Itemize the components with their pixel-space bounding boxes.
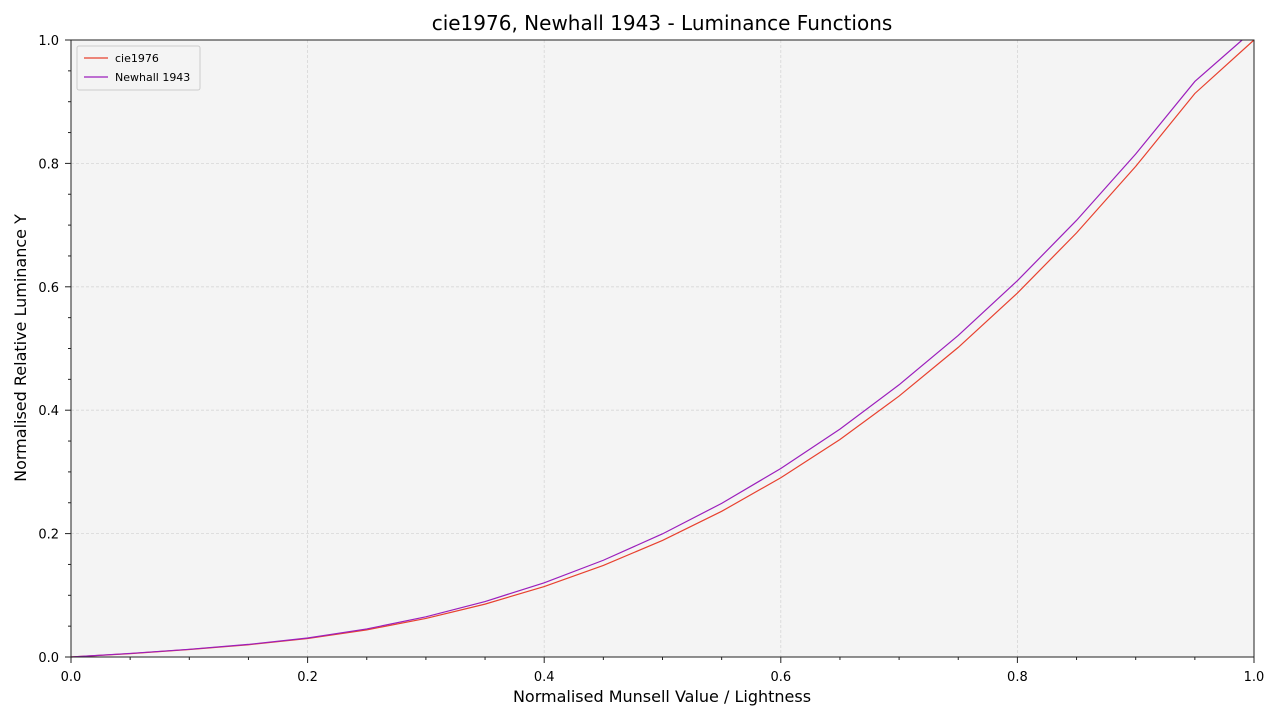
x-tick-label: 0.0 <box>61 670 82 685</box>
plot-frame <box>70 39 1255 658</box>
legend: cie1976 Newhall 1943 <box>76 45 201 91</box>
x-tick-label: 0.2 <box>297 670 318 685</box>
legend-label: cie1976 <box>115 52 159 65</box>
x-tick-label: 0.4 <box>534 670 555 685</box>
y-tick-label: 0.2 <box>38 528 59 543</box>
x-tick-label: 1.0 <box>1244 670 1265 685</box>
series-line-1 <box>70 39 1243 658</box>
x-axis-label: Normalised Munsell Value / Lightness <box>513 687 811 706</box>
y-tick-label: 1.0 <box>38 34 59 49</box>
x-tick-label: 0.6 <box>770 670 791 685</box>
y-axis-label: Normalised Relative Luminance Y <box>11 214 30 482</box>
chart-title: cie1976, Newhall 1943 - Luminance Functi… <box>432 11 893 35</box>
y-tick-label: 0.0 <box>38 651 59 666</box>
grid-lines <box>71 40 1254 657</box>
series-lines <box>70 39 1255 658</box>
legend-box <box>76 45 201 91</box>
axis-ticks: 0.0 0.2 0.4 0.6 0.8 1.0 0.0 0.2 0.4 0.6 0.8 1.0 <box>38 34 1264 685</box>
x-tick-label: 0.8 <box>1007 670 1028 685</box>
y-tick-label: 0.4 <box>38 404 59 419</box>
legend-label: Newhall 1943 <box>115 71 190 84</box>
y-tick-label: 0.6 <box>38 281 59 296</box>
plot-background <box>71 40 1254 657</box>
y-tick-label: 0.8 <box>38 157 59 172</box>
